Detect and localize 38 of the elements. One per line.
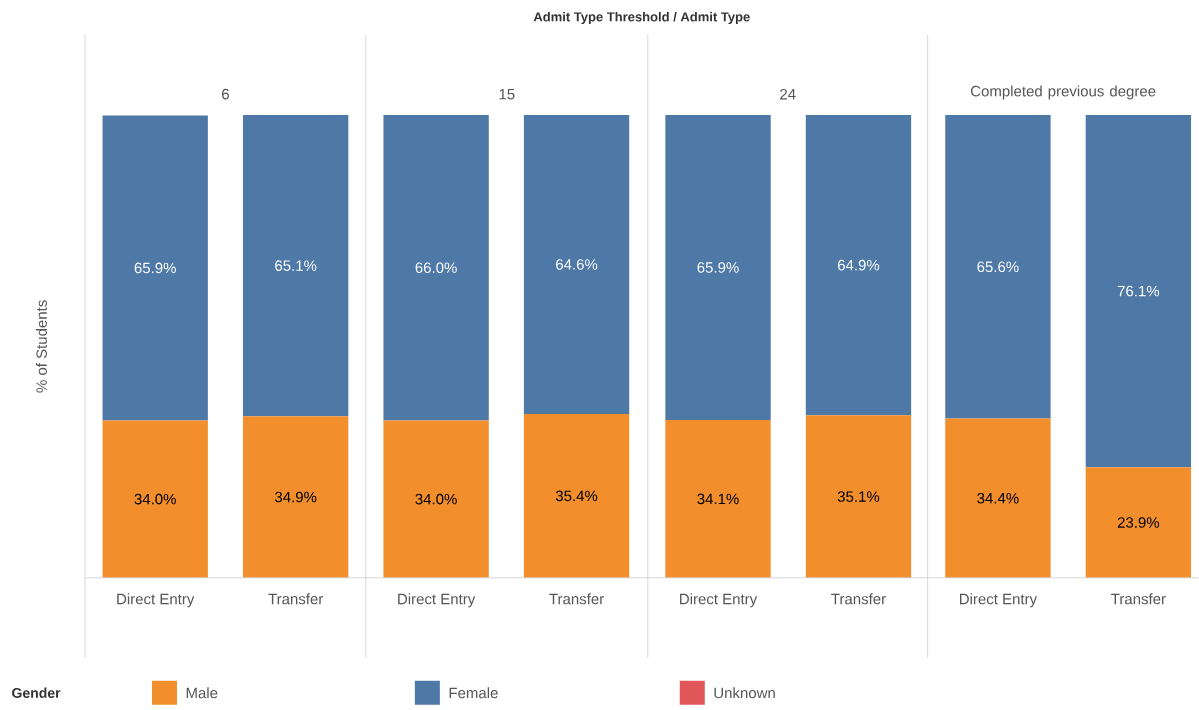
- chart-title: Completed previous degree: [970, 85, 1156, 100]
- x-tick-label: Direct Entry: [398, 593, 476, 608]
- data-label: 34.0%: [134, 493, 176, 505]
- x-tick-label: Transfer: [549, 593, 604, 605]
- chart-title: 6: [222, 88, 229, 100]
- x-tick-label: Transfer: [831, 593, 886, 605]
- bar: [102, 115, 208, 421]
- data-label: 64.6%: [556, 259, 598, 270]
- x-tick-label: Transfer: [268, 593, 324, 605]
- legend-label: Male: [186, 687, 218, 699]
- y-axis-title: % of Students: [35, 300, 47, 393]
- chart-title: 24: [780, 89, 796, 100]
- legend-label: Female: [449, 687, 498, 699]
- data-label: 34.4%: [977, 493, 1019, 504]
- data-label: 34.0%: [415, 493, 457, 505]
- bar: [242, 416, 349, 578]
- data-label: 65.6%: [977, 261, 1019, 273]
- legend-label: Unknown: [714, 687, 775, 699]
- data-label: 66.0%: [415, 262, 457, 274]
- data-label: 65.9%: [697, 262, 739, 273]
- bar: [242, 115, 349, 417]
- data-label: 35.1%: [837, 491, 880, 502]
- data-label: 65.9%: [134, 262, 176, 274]
- data-label: 23.9%: [1117, 517, 1160, 528]
- x-tick-label: Direct Entry: [959, 593, 1038, 608]
- bar: [102, 420, 208, 578]
- data-label: 64.9%: [837, 259, 880, 271]
- x-tick-label: Direct Entry: [117, 593, 195, 608]
- data-label: 34.1%: [697, 493, 739, 505]
- x-tick-label: Transfer: [1111, 593, 1166, 605]
- chart-title: 15: [499, 89, 515, 100]
- text: Admit Type Threshold / Admit Type: [533, 12, 750, 25]
- x-tick-label: Direct Entry: [680, 593, 758, 608]
- data-label: 34.9%: [274, 491, 317, 503]
- data-label: 65.1%: [275, 260, 317, 272]
- legend-title: Gender: [12, 687, 61, 699]
- data-label: 76.1%: [1117, 285, 1160, 297]
- data-label: 35.4%: [555, 490, 598, 502]
